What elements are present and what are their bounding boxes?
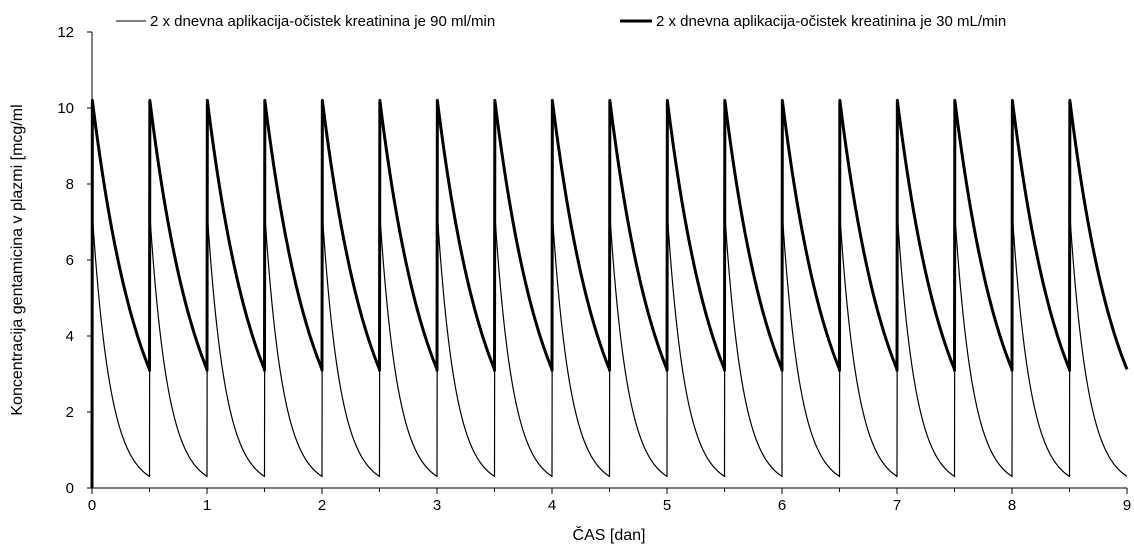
y-tick-label: 6 [66, 252, 74, 269]
x-tick-label: 5 [663, 497, 671, 514]
series-line-30ml [90, 98, 1129, 489]
x-tick-label: 6 [778, 497, 786, 514]
legend-label-90: 2 x dnevna aplikacija-očistek kreatinina… [150, 13, 495, 30]
x-tick-label: 8 [1008, 497, 1016, 514]
y-tick-label: 0 [66, 480, 74, 497]
y-tick-label: 10 [57, 100, 74, 117]
y-axis-ticks: 0 2 4 6 8 10 12 [57, 24, 92, 497]
y-tick-label: 2 [66, 404, 74, 421]
x-tick-label: 1 [203, 497, 211, 514]
x-tick-label: 2 [318, 497, 326, 514]
x-tick-label: 7 [893, 497, 901, 514]
x-axis-title: ČAS [dan] [573, 525, 646, 544]
series-line-90ml [91, 213, 1128, 489]
x-tick-label: 4 [548, 497, 556, 514]
y-axis-title: Koncentracija gentamicina v plazmi [mcg/… [9, 104, 26, 415]
legend: 2 x dnevna aplikacija-očistek kreatinina… [116, 13, 1006, 30]
x-tick-label: 0 [88, 497, 96, 514]
x-tick-label: 9 [1123, 497, 1131, 514]
y-tick-label: 4 [66, 328, 74, 345]
x-axis-ticks: 0 1 2 3 4 5 6 7 8 9 [88, 488, 1131, 514]
x-tick-label: 3 [433, 497, 441, 514]
legend-label-30: 2 x dnevna aplikacija-očistek kreatinina… [656, 13, 1006, 30]
y-tick-label: 12 [57, 24, 74, 41]
series-layer [90, 98, 1129, 489]
y-tick-label: 8 [66, 176, 74, 193]
